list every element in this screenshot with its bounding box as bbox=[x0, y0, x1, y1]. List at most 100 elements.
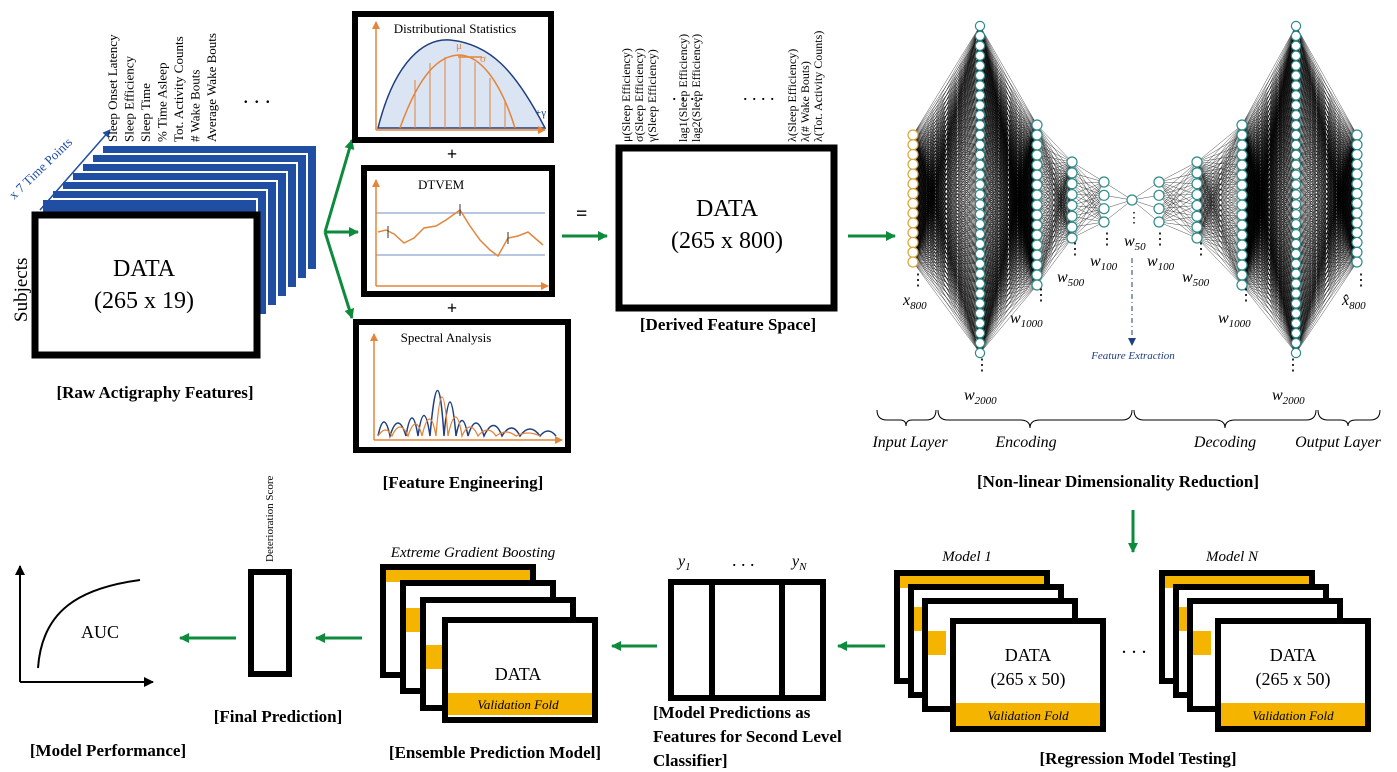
network-node bbox=[1031, 199, 1043, 211]
ensemble-stack: DATA Validation Fold bbox=[380, 564, 598, 723]
modelN-stack: DATA (265 x 50) Validation Fold bbox=[1159, 570, 1371, 732]
input-node bbox=[907, 207, 919, 219]
second-level-caption-line: Features for Second Level bbox=[653, 727, 842, 746]
ensemble-title: Extreme Gradient Boosting bbox=[390, 545, 556, 561]
network-node bbox=[1290, 100, 1302, 111]
svg-text:⋮: ⋮ bbox=[1353, 272, 1369, 289]
network-node bbox=[1236, 219, 1248, 231]
y-ellipsis: . . . bbox=[732, 550, 755, 570]
autoencoder-nodes bbox=[907, 20, 1363, 359]
input-node bbox=[907, 217, 919, 229]
derived-feature-label: lag2(Sleep Efficiency) bbox=[689, 34, 703, 142]
network-node bbox=[1031, 129, 1043, 141]
svg-text:⋮: ⋮ bbox=[1099, 231, 1115, 248]
network-node bbox=[1236, 249, 1248, 261]
network-node bbox=[1236, 149, 1248, 161]
network-node bbox=[1031, 169, 1043, 181]
w2000-left-label: w2000 bbox=[964, 387, 997, 407]
network-node bbox=[1290, 20, 1302, 32]
output-layer-label: Output Layer bbox=[1295, 434, 1382, 451]
raw-feature-label: Tot. Activity Counts bbox=[171, 36, 186, 142]
svg-text:⋮: ⋮ bbox=[1127, 211, 1141, 226]
network-node bbox=[974, 90, 986, 101]
raw-caption: [Raw Actigraphy Features] bbox=[56, 383, 253, 402]
network-node bbox=[1066, 188, 1078, 201]
network-node bbox=[1031, 209, 1043, 221]
network-node bbox=[974, 40, 986, 52]
network-node bbox=[1290, 169, 1302, 180]
network-node bbox=[1031, 269, 1043, 281]
plus-sign-2: + bbox=[447, 298, 457, 318]
distributional-title: Distributional Statistics bbox=[394, 21, 516, 36]
raw-feature-labels: Sleep Onset Latency Sleep Efficiency Sleep… bbox=[105, 33, 219, 142]
autoencoder-labels: ⋮ x800 ⋮ w1000 ⋮ w2000 ⋮ w500 ⋮ w100 ⋮ w… bbox=[902, 211, 1369, 407]
network-node bbox=[1153, 189, 1165, 201]
network-node bbox=[1351, 178, 1363, 190]
network-node bbox=[1290, 288, 1302, 299]
network-node bbox=[974, 288, 986, 299]
network-node bbox=[1351, 129, 1363, 141]
auc-plot: AUC bbox=[15, 565, 154, 687]
network-node bbox=[974, 119, 986, 131]
regression-ellipsis: . . . bbox=[1122, 636, 1147, 658]
network-node bbox=[1191, 199, 1203, 212]
w1000-right-label: w1000 bbox=[1218, 310, 1251, 330]
sigma-label: σ bbox=[480, 53, 486, 65]
raw-feature-label: Sleep Onset Latency bbox=[105, 34, 120, 142]
network-node bbox=[1290, 30, 1302, 42]
input-node bbox=[907, 197, 919, 209]
network-node bbox=[1031, 149, 1043, 161]
network-node bbox=[1290, 228, 1302, 240]
network-node bbox=[974, 248, 986, 260]
derived-data-box bbox=[615, 144, 838, 312]
network-node bbox=[1290, 70, 1302, 81]
svg-text:⋮: ⋮ bbox=[1238, 287, 1254, 304]
network-node bbox=[1290, 308, 1302, 319]
network-node bbox=[1290, 50, 1302, 61]
distributional-statistics-panel: Distributional Statistics μ σ +γ bbox=[352, 11, 554, 143]
plus-sign-1: + bbox=[447, 144, 457, 164]
network-node bbox=[1236, 119, 1248, 131]
network-node bbox=[1351, 139, 1363, 151]
w50-label: w50 bbox=[1124, 233, 1146, 253]
w100-left-label: w100 bbox=[1090, 253, 1118, 273]
input-node bbox=[907, 139, 919, 151]
network-node bbox=[1236, 229, 1248, 241]
network-node bbox=[974, 109, 986, 121]
svg-text:⋮: ⋮ bbox=[974, 357, 990, 374]
network-node bbox=[1290, 218, 1302, 230]
regression-data-label: DATA bbox=[1270, 645, 1317, 665]
network-node bbox=[1290, 109, 1302, 121]
raw-data-box bbox=[31, 211, 261, 359]
network-node bbox=[1290, 278, 1302, 289]
network-node bbox=[974, 139, 986, 151]
network-node bbox=[1153, 176, 1165, 188]
derived-caption: [Derived Feature Space] bbox=[640, 315, 816, 334]
spectral-title: Spectral Analysis bbox=[401, 330, 492, 345]
auc-label: AUC bbox=[81, 622, 119, 642]
network-node bbox=[1236, 139, 1248, 151]
network-node bbox=[1351, 197, 1363, 209]
network-node bbox=[974, 50, 986, 61]
autoencoder-connections bbox=[912, 25, 1358, 354]
network-node bbox=[1290, 199, 1302, 210]
network-node bbox=[1153, 203, 1165, 215]
derived-data-label: DATA bbox=[696, 196, 759, 222]
regression-dims-label: (265 x 50) bbox=[991, 669, 1066, 690]
y1-label: y1 bbox=[676, 553, 691, 573]
raw-dims-label: (265 x 19) bbox=[94, 288, 194, 314]
second-level-features: y1 . . . yN bbox=[668, 550, 826, 701]
network-node bbox=[1098, 189, 1110, 201]
network-node bbox=[1236, 199, 1248, 211]
network-node bbox=[1290, 60, 1302, 71]
network-node bbox=[974, 218, 986, 230]
ensemble-caption: [Ensemble Prediction Model] bbox=[389, 743, 601, 762]
network-node bbox=[1191, 156, 1203, 168]
network-node bbox=[1031, 179, 1043, 191]
network-node bbox=[1236, 269, 1248, 281]
raw-feature-label: Average Wake Bouts bbox=[204, 33, 219, 142]
decoding-label: Decoding bbox=[1193, 434, 1256, 451]
network-node bbox=[974, 318, 986, 329]
